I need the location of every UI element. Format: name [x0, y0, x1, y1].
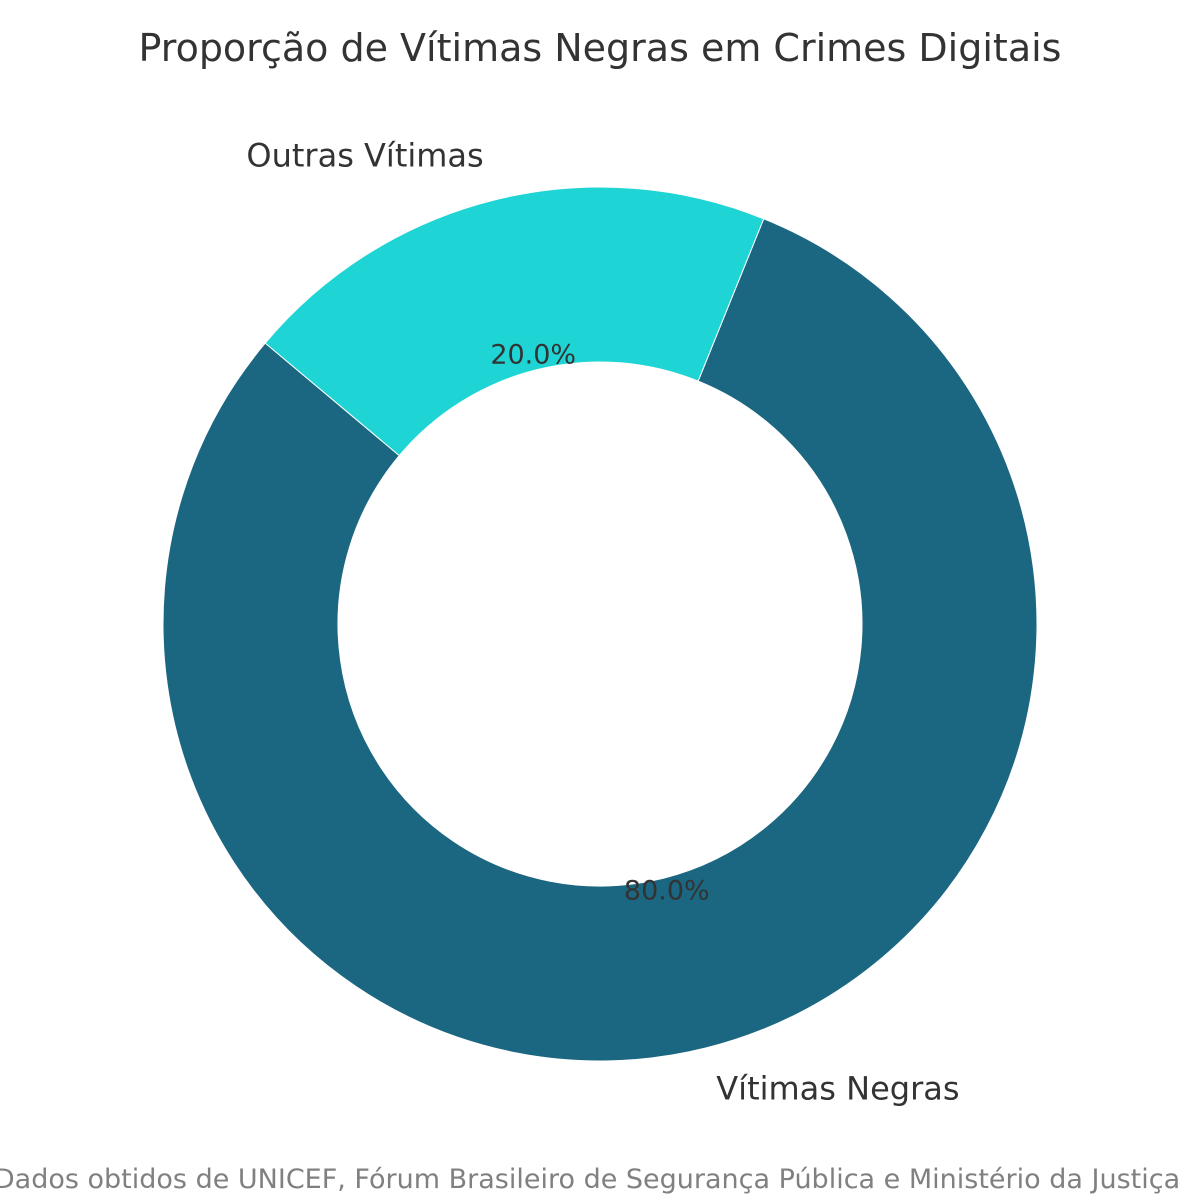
- slice-label-outras-vitimas: Outras Vítimas: [246, 137, 483, 175]
- donut-labels: Vítimas Negras 80.0% Outras Vítimas 20.0%: [246, 137, 959, 1108]
- donut-slices: [162, 186, 1038, 1062]
- source-note: Dados obtidos de UNICEF, Fórum Brasileir…: [0, 1164, 1180, 1195]
- slice-outras-vitimas: [264, 186, 765, 457]
- chart-title: Proporção de Vítimas Negras em Crimes Di…: [139, 26, 1062, 70]
- slice-label-vitimas-negras: Vítimas Negras: [716, 1069, 959, 1107]
- pct-label-vitimas-negras: 80.0%: [624, 875, 710, 906]
- slice-vitimas-negras: [162, 218, 1038, 1062]
- pct-label-outras-vitimas: 20.0%: [490, 340, 576, 371]
